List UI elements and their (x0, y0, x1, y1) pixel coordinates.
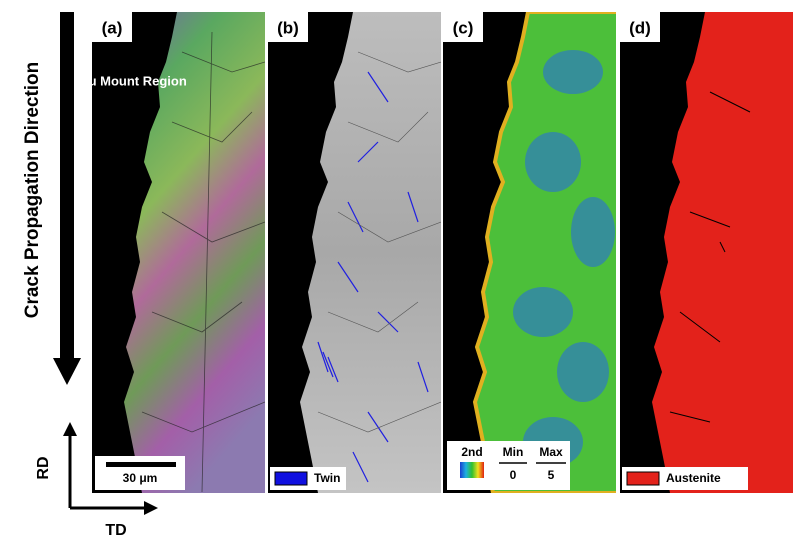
legend-label: Austenite (666, 471, 721, 485)
label-box (443, 12, 483, 42)
panel-b (268, 12, 441, 493)
arrow-label: Crack Propagation Direction (22, 62, 43, 319)
panel-label: (c) (453, 18, 474, 37)
min-label: Min (503, 445, 524, 459)
td-label: TD (105, 522, 126, 539)
rd-label: RD (35, 456, 52, 479)
legend-box (95, 456, 185, 490)
legend-label: Twin (314, 471, 340, 485)
annotation: Cu Mount Region (79, 73, 187, 88)
scale-label: 30 μm (123, 471, 158, 485)
legend-swatch (626, 471, 660, 486)
label-box (92, 12, 132, 42)
panel-d (620, 12, 793, 493)
min-value: 0 (510, 468, 517, 482)
label-box (268, 12, 308, 42)
legend-title: 2nd (461, 445, 482, 459)
color-bar (460, 462, 484, 478)
scale-bar (106, 462, 176, 467)
panel-label: (d) (629, 18, 651, 37)
max-value: 5 (548, 468, 555, 482)
panel-label: (b) (277, 18, 299, 37)
arrow-head (53, 358, 81, 385)
max-label: Max (539, 445, 563, 459)
label-box (620, 12, 660, 42)
legend-swatch (274, 471, 308, 486)
td-arrowhead (144, 501, 158, 515)
panel-a (92, 12, 265, 493)
panel-c (443, 12, 616, 493)
rd-arrowhead (63, 422, 77, 436)
panel-label: (a) (102, 18, 123, 37)
arrow-shaft (60, 12, 74, 362)
